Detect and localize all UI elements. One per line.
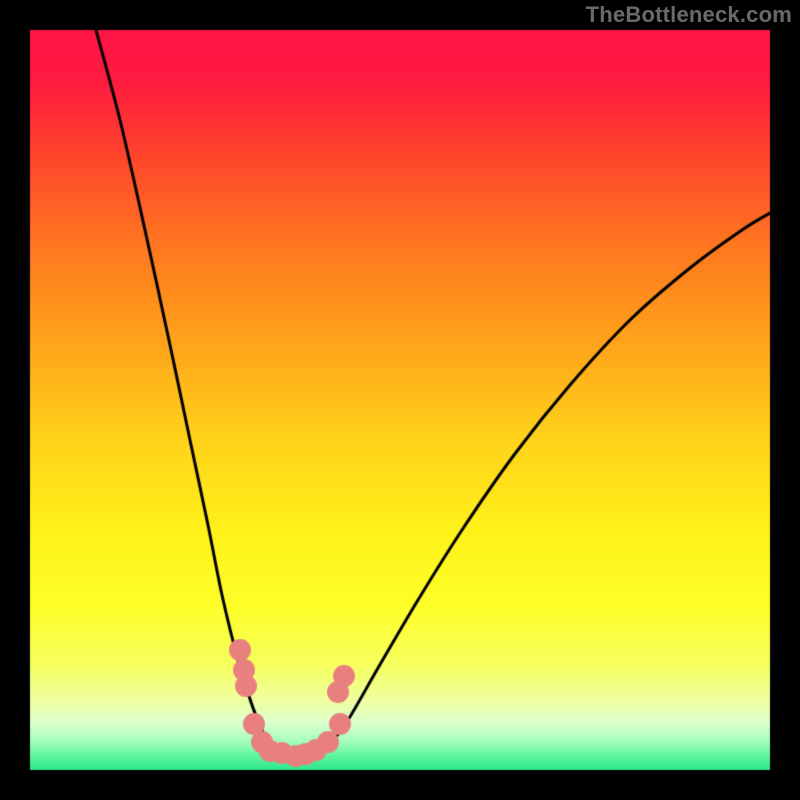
bottleneck-chart-canvas	[0, 0, 800, 800]
watermark-text: TheBottleneck.com	[586, 2, 792, 28]
